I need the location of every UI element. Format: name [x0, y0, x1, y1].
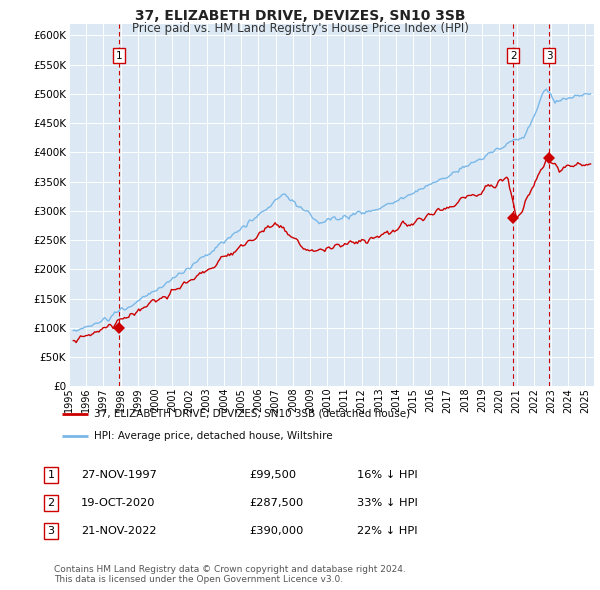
Text: Price paid vs. HM Land Registry's House Price Index (HPI): Price paid vs. HM Land Registry's House … — [131, 22, 469, 35]
Text: 16% ↓ HPI: 16% ↓ HPI — [357, 470, 418, 480]
Text: 3: 3 — [546, 51, 553, 61]
Text: £287,500: £287,500 — [249, 498, 303, 507]
Text: 2: 2 — [510, 51, 517, 61]
Text: 27-NOV-1997: 27-NOV-1997 — [81, 470, 157, 480]
Text: £390,000: £390,000 — [249, 526, 304, 536]
Text: HPI: Average price, detached house, Wiltshire: HPI: Average price, detached house, Wilt… — [94, 431, 332, 441]
Text: 22% ↓ HPI: 22% ↓ HPI — [357, 526, 418, 536]
Text: 1: 1 — [47, 470, 55, 480]
Text: 1: 1 — [116, 51, 122, 61]
Text: 19-OCT-2020: 19-OCT-2020 — [81, 498, 155, 507]
Text: 3: 3 — [47, 526, 55, 536]
Text: 33% ↓ HPI: 33% ↓ HPI — [357, 498, 418, 507]
Text: 37, ELIZABETH DRIVE, DEVIZES, SN10 3SB (detached house): 37, ELIZABETH DRIVE, DEVIZES, SN10 3SB (… — [94, 409, 410, 418]
Text: Contains HM Land Registry data © Crown copyright and database right 2024.
This d: Contains HM Land Registry data © Crown c… — [54, 565, 406, 584]
Text: 37, ELIZABETH DRIVE, DEVIZES, SN10 3SB: 37, ELIZABETH DRIVE, DEVIZES, SN10 3SB — [135, 9, 465, 23]
Text: 2: 2 — [47, 498, 55, 507]
Text: 21-NOV-2022: 21-NOV-2022 — [81, 526, 157, 536]
Text: £99,500: £99,500 — [249, 470, 296, 480]
